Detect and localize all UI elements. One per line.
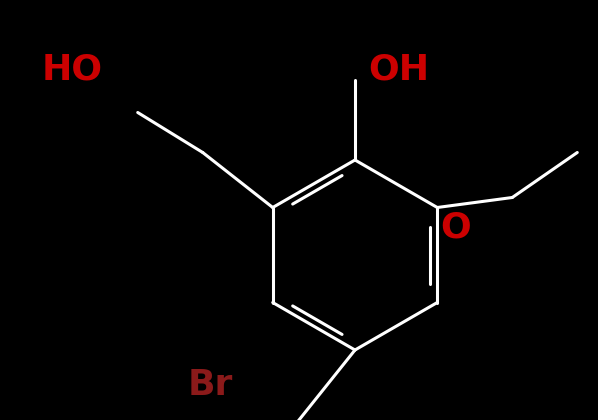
Text: O: O [440,211,471,245]
Text: HO: HO [42,52,103,86]
Text: Br: Br [188,368,233,402]
Text: OH: OH [368,52,429,86]
